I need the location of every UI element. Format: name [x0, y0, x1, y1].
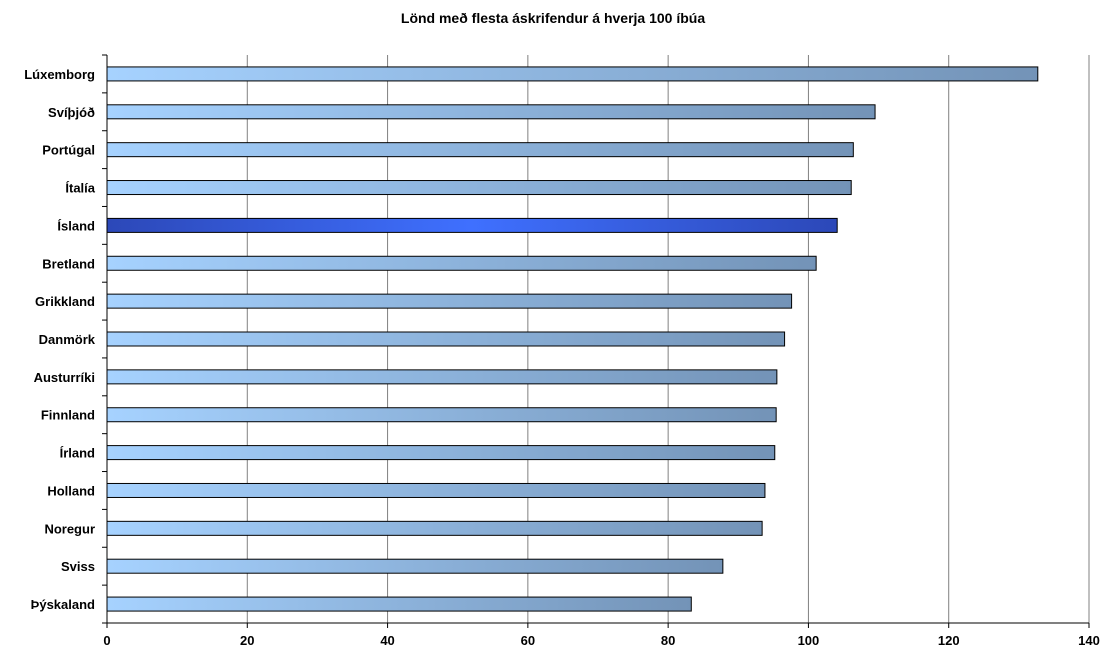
- category-label: Ísland: [57, 218, 95, 233]
- bars: [106, 66, 1039, 612]
- bar: [106, 104, 876, 120]
- bar: [106, 445, 776, 461]
- category-label: Danmörk: [39, 332, 96, 347]
- bar: [106, 596, 692, 612]
- x-tick-label: 140: [1078, 633, 1100, 648]
- bar: [106, 331, 786, 347]
- bar-highlighted: [106, 217, 838, 233]
- bar: [106, 369, 778, 385]
- x-tick-label: 0: [103, 633, 110, 648]
- category-labels: Lúxemborg Svíþjóð Portúgal Ítalía Ísland Bret…: [24, 67, 96, 612]
- chart-title: Lönd með flesta áskrifendur á hverja 100…: [400, 10, 706, 26]
- category-label: Noregur: [44, 521, 95, 536]
- category-label: Írland: [60, 446, 95, 461]
- category-label: Lúxemborg: [24, 67, 95, 82]
- category-label: Sviss: [61, 559, 95, 574]
- x-tick-label: 60: [521, 633, 535, 648]
- category-label: Finnland: [41, 408, 95, 423]
- category-label: Portúgal: [42, 143, 95, 158]
- category-label: Svíþjóð: [48, 105, 95, 120]
- bar: [106, 142, 854, 158]
- bar: [106, 520, 763, 536]
- bar: [106, 66, 1039, 82]
- bar: [106, 407, 777, 423]
- axes: 0 20 40 60 80 100 120 140: [102, 54, 1100, 648]
- category-label: Austurríki: [34, 370, 95, 385]
- category-label: Þýskaland: [31, 597, 95, 612]
- category-label: Bretland: [42, 256, 95, 271]
- x-tick-label: 80: [661, 633, 675, 648]
- bar: [106, 255, 817, 271]
- category-label: Ítalía: [65, 181, 95, 196]
- bar: [106, 180, 852, 196]
- bar: [106, 293, 793, 309]
- bar: [106, 482, 766, 498]
- category-label: Holland: [47, 483, 95, 498]
- x-tick-label: 100: [798, 633, 820, 648]
- bar: [106, 558, 724, 574]
- x-tick-label: 20: [240, 633, 254, 648]
- category-label: Grikkland: [35, 294, 95, 309]
- x-tick-label: 40: [380, 633, 394, 648]
- x-tick-label: 120: [938, 633, 960, 648]
